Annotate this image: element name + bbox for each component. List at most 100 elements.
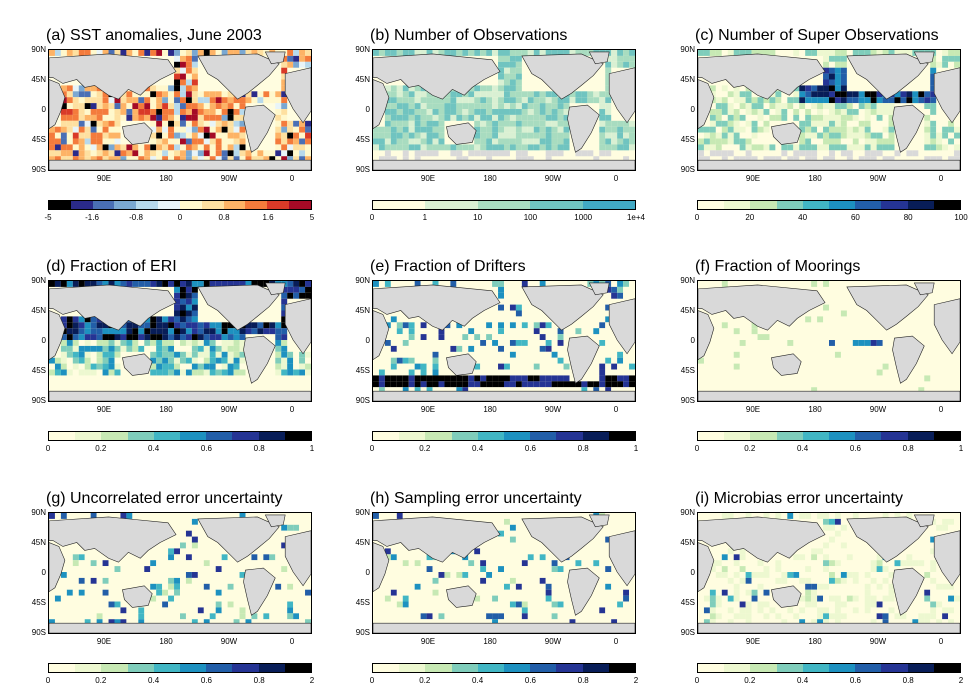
grid-cell [793, 613, 800, 620]
grid-cell [834, 120, 841, 127]
grid-cell [787, 109, 794, 115]
grid-cell [84, 340, 91, 346]
grid-cell [733, 607, 740, 614]
grid-cell [504, 286, 510, 293]
grid-cell [72, 316, 79, 323]
grid-cell [557, 97, 564, 104]
grid-cell [54, 607, 61, 614]
grid-cell [233, 607, 240, 614]
grid-cell [174, 351, 180, 358]
grid-cell [227, 613, 234, 620]
grid-cell [858, 613, 865, 620]
grid-cell [299, 50, 306, 56]
grid-cell [486, 132, 493, 139]
grid-cell [605, 79, 612, 86]
grid-cell [739, 144, 746, 151]
grid-cell [180, 357, 186, 364]
grid-cell [468, 572, 475, 578]
grid-cell [593, 156, 600, 163]
grid-cell [150, 595, 157, 602]
grid-cell [150, 322, 157, 329]
grid-cell [498, 328, 504, 335]
grid-cell [96, 103, 103, 110]
grid-cell [185, 144, 192, 151]
grid-cell [299, 61, 306, 68]
grid-cell [191, 518, 198, 525]
land-outline [284, 67, 311, 124]
grid-cell [245, 554, 252, 561]
grid-cell [498, 577, 504, 584]
grid-cell [197, 114, 204, 121]
grid-cell [120, 144, 127, 151]
grid-cell [66, 369, 73, 376]
grid-cell [174, 583, 180, 590]
grid-cell [563, 109, 570, 115]
grid-cell [533, 340, 540, 346]
grid-cell [108, 601, 115, 608]
grid-cell [384, 387, 391, 394]
grid-cell [521, 281, 528, 287]
grid-cell [420, 97, 427, 104]
grid-cell [894, 97, 901, 104]
grid-cell [305, 607, 311, 614]
grid-cell [894, 619, 901, 626]
grid-cell [66, 334, 73, 341]
grid-cell [805, 554, 812, 561]
colorbar-swatch [855, 432, 882, 440]
grid-cell [227, 351, 234, 358]
grid-cell [474, 566, 481, 573]
grid-cell [60, 103, 67, 110]
grid-cell [49, 513, 55, 519]
grid-cell [239, 601, 246, 608]
grid-cell [486, 138, 493, 145]
grid-cell [215, 583, 222, 590]
grid-cell [557, 144, 564, 151]
grid-cell [751, 322, 758, 329]
grid-cell [408, 589, 415, 596]
grid-cell [456, 613, 463, 620]
grid-cell [852, 138, 859, 145]
grid-cell [432, 144, 439, 151]
grid-cell [66, 316, 73, 323]
grid-cell [185, 103, 192, 110]
grid-cell [293, 369, 300, 376]
grid-cell [150, 138, 157, 145]
grid-cell [180, 345, 186, 352]
grid-cell [721, 138, 728, 145]
grid-cell [132, 50, 139, 56]
grid-cell [539, 114, 546, 121]
grid-cell [551, 126, 558, 133]
grid-cell [858, 114, 865, 121]
grid-cell [384, 345, 391, 352]
grid-cell [239, 619, 246, 626]
grid-cell [840, 120, 847, 127]
grid-cell [846, 595, 853, 602]
grid-cell [474, 363, 481, 370]
grid-cell [168, 554, 175, 561]
grid-cell [420, 132, 427, 139]
grid-cell [84, 114, 91, 121]
grid-cell [150, 340, 157, 346]
grid-cell [209, 560, 216, 567]
grid-cell [191, 334, 198, 341]
grid-cell [521, 560, 528, 567]
grid-cell [733, 103, 740, 110]
grid-cell [942, 595, 949, 602]
grid-cell [174, 132, 180, 139]
grid-cell [763, 601, 770, 608]
grid-cell [504, 109, 510, 115]
grid-cell [587, 91, 594, 98]
grid-cell [426, 595, 433, 602]
grid-cell [509, 572, 516, 578]
grid-cell [533, 613, 540, 620]
grid-cell [563, 281, 570, 287]
grid-cell [840, 513, 847, 519]
grid-cell [924, 156, 931, 163]
grid-cell [539, 103, 546, 110]
grid-cell [102, 144, 109, 151]
grid-cell [227, 281, 234, 287]
longitude-label: 180 [808, 637, 822, 646]
grid-cell [257, 322, 264, 329]
grid-cell [864, 572, 871, 578]
grid-cell [299, 607, 306, 614]
